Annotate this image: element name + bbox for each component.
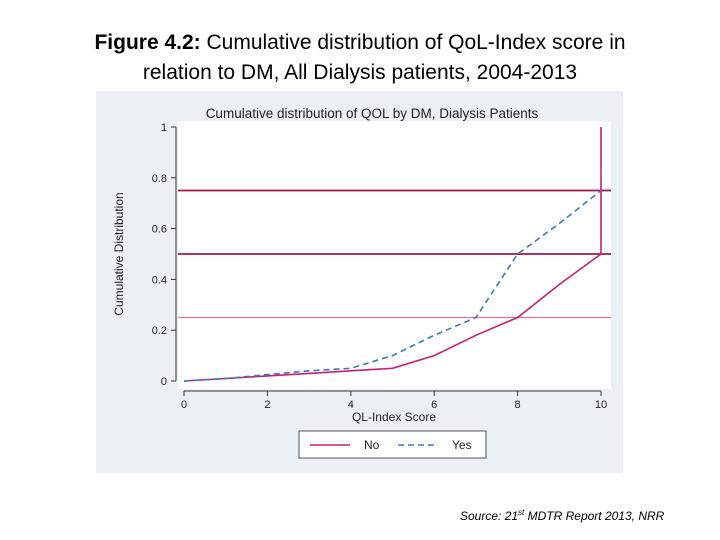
y-axis-label: Cumulative Distribution: [112, 192, 126, 315]
figure-caption-line1: Figure 4.2: Cumulative distribution of Q…: [0, 28, 720, 58]
chart-title: Cumulative distribution of QOL by DM, Di…: [206, 106, 539, 121]
plot-area: [178, 121, 611, 389]
legend-label-no: No: [364, 438, 380, 452]
y-tick-label: 0.8: [152, 173, 167, 185]
x-tick-label: 0: [181, 399, 187, 411]
legend: No Yes: [298, 430, 487, 459]
y-tick-label: 0: [161, 376, 167, 388]
source-prefix: Source: 21: [460, 509, 519, 523]
x-tick-label: 8: [515, 399, 521, 411]
x-axis-label: QL-Index Score: [352, 410, 436, 424]
series-layer: [183, 127, 602, 382]
x-tick-label: 6: [431, 399, 437, 411]
figure-caption-line2: relation to DM, All Dialysis patients, 2…: [142, 61, 578, 84]
y-tick-label: 1: [161, 122, 167, 134]
reference-lines: [178, 189, 611, 319]
series-line-yes: [183, 189, 602, 382]
x-tick-label: 10: [595, 399, 607, 411]
source-sup: st: [518, 508, 525, 517]
figure-caption-text1: Cumulative distribution of QoL-Index sco…: [206, 31, 626, 54]
cdf-chart: Cumulative distribution of QOL by DM, Di…: [96, 91, 623, 473]
figure-label: Figure 4.2:: [94, 31, 201, 54]
figure-caption: Figure 4.2: Cumulative distribution of Q…: [0, 28, 720, 88]
y-tick-label: 0.2: [152, 325, 167, 337]
axes: 00.20.40.60.810 2 4 6 8 10: [152, 122, 607, 411]
y-tick-label: 0.4: [152, 274, 167, 286]
series-line-no: [183, 127, 602, 382]
x-tick-label: 2: [264, 399, 270, 411]
source-note: Source: 21st MDTR Report 2013, NRR: [460, 508, 664, 523]
legend-label-yes: Yes: [452, 438, 472, 452]
chart-panel: Cumulative distribution of QOL by DM, Di…: [96, 91, 623, 473]
x-tick-label: 4: [348, 399, 354, 411]
y-tick-label: 0.6: [152, 224, 167, 236]
source-suffix: MDTR Report 2013, NRR: [524, 509, 665, 523]
